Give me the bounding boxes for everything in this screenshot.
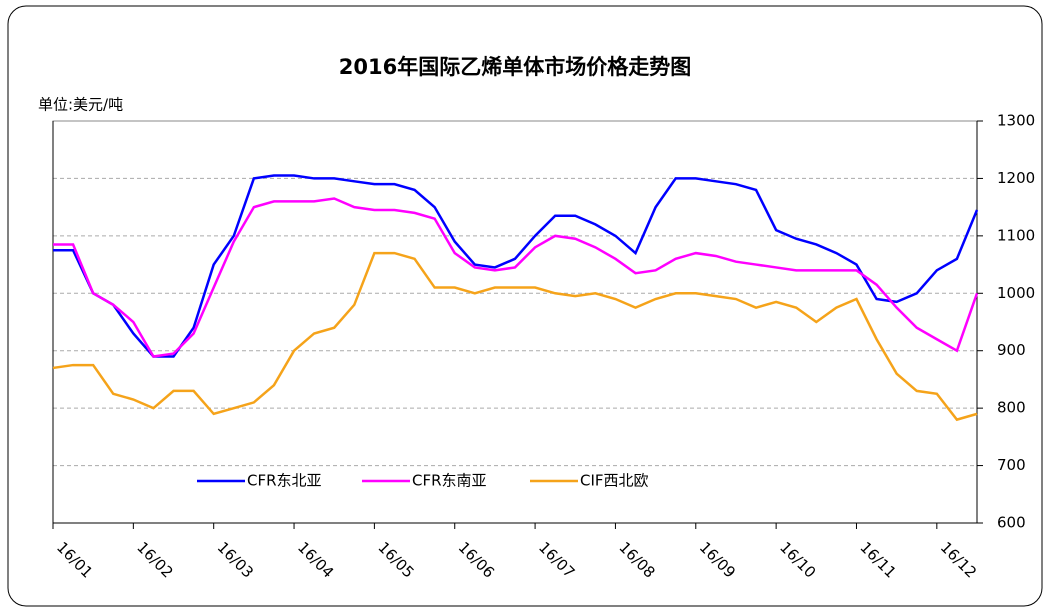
y-unit-label: 单位:美元/吨: [38, 96, 123, 114]
y-tick-label: 1300: [997, 112, 1035, 130]
x-tick-label: 16/02: [133, 538, 176, 581]
y-tick-label: 1200: [997, 169, 1035, 187]
series-line: [53, 197, 979, 358]
legend-label: CFR东南亚: [412, 472, 487, 490]
chart-title: 2016年国际乙烯单体市场价格走势图: [339, 55, 691, 79]
legend-label: CIF西北欧: [580, 472, 649, 490]
x-tick-label: 16/12: [937, 538, 980, 581]
x-tick-label: 16/07: [535, 538, 578, 581]
x-tick-label: 16/11: [856, 538, 899, 581]
chart-frame: [7, 5, 1043, 607]
y-tick-label: 800: [997, 399, 1026, 417]
series-line: [52, 251, 978, 422]
series-line: [53, 174, 979, 358]
y-tick-label: 1000: [997, 284, 1035, 302]
x-tick-label: 16/03: [214, 538, 257, 581]
x-tick-label: 16/09: [696, 538, 739, 581]
y-tick-label: 700: [997, 456, 1026, 474]
x-tick-label: 16/04: [294, 538, 337, 581]
x-tick-label: 16/10: [776, 538, 819, 581]
x-tick-label: 16/01: [53, 538, 96, 581]
legend-label: CFR东北亚: [247, 472, 322, 490]
x-tick-label: 16/05: [374, 538, 417, 581]
plot-area: [52, 120, 978, 524]
y-tick-label: 900: [997, 341, 1026, 359]
x-tick-label: 16/06: [455, 538, 498, 581]
x-tick-label: 16/08: [615, 538, 658, 581]
y-tick-label: 600: [997, 514, 1026, 532]
y-tick-label: 1100: [997, 226, 1035, 244]
